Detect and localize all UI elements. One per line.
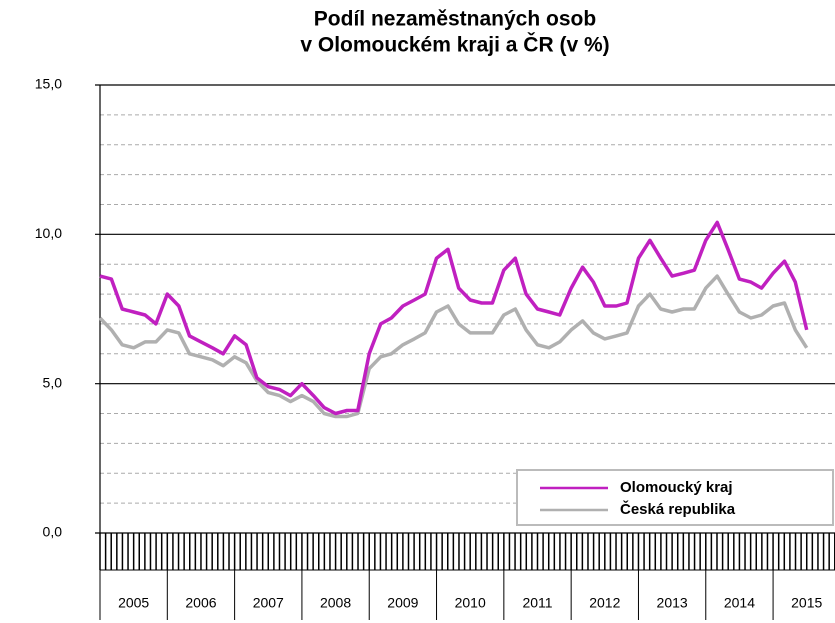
x-tick-label: 2010 <box>455 595 486 611</box>
x-tick-label: 2009 <box>387 595 418 611</box>
legend-label: Česká republika <box>620 500 736 518</box>
x-tick-label: 2008 <box>320 595 351 611</box>
legend-label: Olomoucký kraj <box>620 479 733 496</box>
y-tick-label: 5,0 <box>43 374 63 390</box>
chart-title: Podíl nezaměstnaných osob <box>314 8 596 31</box>
x-tick-label: 2006 <box>185 595 216 611</box>
y-tick-label: 0,0 <box>43 524 63 540</box>
y-tick-label: 10,0 <box>35 225 62 241</box>
x-tick-label: 2012 <box>589 595 620 611</box>
x-tick-label: 2011 <box>522 595 552 611</box>
chart-title: v Olomouckém kraji a ČR (v %) <box>300 33 609 57</box>
x-tick-label: 2007 <box>253 595 284 611</box>
x-tick-label: 2015 <box>791 595 822 611</box>
x-tick-label: 2005 <box>118 595 149 611</box>
legend-box <box>516 469 834 526</box>
data-line <box>98 274 809 419</box>
data-line <box>99 220 809 416</box>
x-tick-label: 2014 <box>724 595 755 611</box>
y-tick-label: 15,0 <box>35 76 62 92</box>
x-tick-label: 2013 <box>657 595 688 611</box>
